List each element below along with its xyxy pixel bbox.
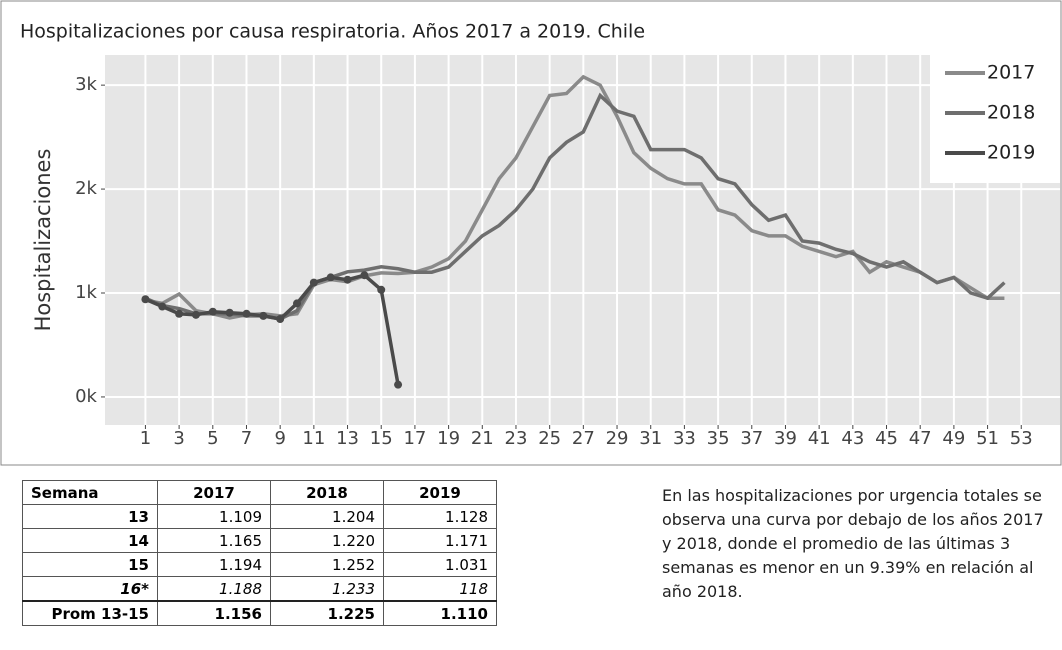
point bbox=[360, 271, 369, 280]
y-tick-label: 1k bbox=[75, 282, 97, 303]
point bbox=[276, 314, 285, 323]
legend-label: 2017 bbox=[987, 62, 1035, 84]
point bbox=[394, 380, 403, 389]
cell: 1.128 bbox=[383, 504, 497, 529]
cell: 1.165 bbox=[157, 528, 271, 553]
x-tick-label: 19 bbox=[437, 428, 460, 449]
legend-label: 2019 bbox=[987, 142, 1035, 164]
x-tick-label: 1 bbox=[140, 428, 151, 449]
x-tick-label: 31 bbox=[639, 428, 662, 449]
point bbox=[377, 285, 386, 294]
point bbox=[259, 311, 268, 320]
x-tick-label: 3 bbox=[173, 428, 184, 449]
row: 13 1.109 1.204 1.128 bbox=[22, 504, 497, 529]
x-tick-label: 17 bbox=[403, 428, 426, 449]
legend-box bbox=[930, 55, 1060, 183]
cell: 1.252 bbox=[270, 552, 384, 577]
chart: Hospitalizaciones por causa respiratoria… bbox=[0, 0, 1062, 466]
x-tick-label: 45 bbox=[875, 428, 898, 449]
cell: 1.031 bbox=[383, 552, 497, 577]
point bbox=[225, 308, 234, 317]
cell: 1.110 bbox=[383, 600, 497, 626]
header-cell: 2019 bbox=[383, 480, 497, 505]
x-tick-label: 39 bbox=[774, 428, 797, 449]
x-tick-label: 33 bbox=[673, 428, 696, 449]
x-tick-label: 29 bbox=[606, 428, 629, 449]
header-cell: 2018 bbox=[270, 480, 384, 505]
x-tick-label: 25 bbox=[538, 428, 561, 449]
y-axis-label: Hospitalizaciones bbox=[31, 149, 55, 332]
line bbox=[144, 92, 1006, 321]
point bbox=[208, 307, 217, 316]
x-tick-label: 11 bbox=[302, 428, 325, 449]
point bbox=[343, 275, 352, 284]
point bbox=[175, 309, 184, 318]
cell: 14 bbox=[22, 528, 158, 553]
cell: 1.171 bbox=[383, 528, 497, 553]
x-tick-label: 23 bbox=[505, 428, 528, 449]
frame bbox=[0, 0, 1062, 466]
point bbox=[293, 299, 302, 308]
point bbox=[326, 273, 335, 282]
point bbox=[158, 302, 167, 311]
cell: 1.156 bbox=[157, 600, 271, 626]
y-tick-label: 0k bbox=[75, 386, 97, 407]
x-tick-label: 49 bbox=[942, 428, 965, 449]
chart-title: Hospitalizaciones por causa respiratoria… bbox=[20, 21, 645, 43]
cell: 118 bbox=[383, 576, 497, 602]
x-tick-label: 41 bbox=[808, 428, 831, 449]
x-tick-label: 15 bbox=[370, 428, 393, 449]
x-tick-label: 43 bbox=[841, 428, 864, 449]
x-tick-label: 13 bbox=[336, 428, 359, 449]
header-row: Semana 2017 2018 2019 bbox=[22, 480, 497, 505]
point bbox=[141, 295, 150, 304]
x-tick-label: 5 bbox=[207, 428, 218, 449]
cell: Prom 13-15 bbox=[22, 600, 158, 626]
point bbox=[191, 310, 200, 319]
cell: 1.194 bbox=[157, 552, 271, 577]
header-cell: 2017 bbox=[157, 480, 271, 505]
cell: 1.204 bbox=[270, 504, 384, 529]
x-tick-label: 9 bbox=[274, 428, 285, 449]
x-tick-label: 7 bbox=[241, 428, 252, 449]
x-tick-label: 27 bbox=[572, 428, 595, 449]
cell: 1.188 bbox=[157, 576, 271, 602]
x-tick-label: 35 bbox=[707, 428, 730, 449]
cell: 15 bbox=[22, 552, 158, 577]
cell: 1.225 bbox=[270, 600, 384, 626]
row: Prom 13-15 1.156 1.225 1.110 bbox=[22, 600, 497, 626]
point bbox=[309, 278, 318, 287]
row: 16* 1.188 1.233 118 bbox=[22, 576, 497, 602]
y-tick-label: 2k bbox=[75, 178, 97, 199]
x-tick-label: 21 bbox=[471, 428, 494, 449]
x-tick-label: 47 bbox=[909, 428, 932, 449]
legend-label: 2018 bbox=[987, 102, 1035, 124]
note: En las hospitalizaciones por urgencia to… bbox=[662, 486, 1044, 601]
x-tick-label: 37 bbox=[740, 428, 763, 449]
cell: 16* bbox=[22, 576, 158, 602]
cell: 1.109 bbox=[157, 504, 271, 529]
row: 14 1.165 1.220 1.171 bbox=[22, 528, 497, 553]
cell: 1.233 bbox=[270, 576, 384, 602]
y-tick-label: 3k bbox=[75, 74, 97, 95]
row: 15 1.194 1.252 1.031 bbox=[22, 552, 497, 577]
header-cell: Semana bbox=[22, 480, 158, 505]
cell: 13 bbox=[22, 504, 158, 529]
x-tick-label: 51 bbox=[976, 428, 999, 449]
line bbox=[144, 273, 400, 385]
table: Semana 2017 2018 2019 13 1.109 1.204 1.128 14 1.1… bbox=[22, 480, 497, 626]
point bbox=[242, 309, 251, 318]
cell: 1.220 bbox=[270, 528, 384, 553]
x-tick-label: 53 bbox=[1010, 428, 1033, 449]
